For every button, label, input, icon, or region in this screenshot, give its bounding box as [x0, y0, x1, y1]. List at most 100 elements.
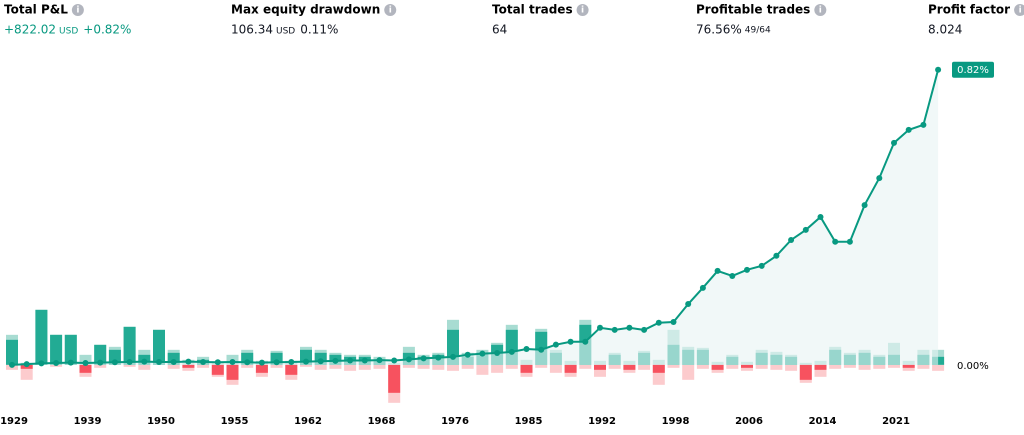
equity-point — [538, 346, 545, 353]
equity-point — [303, 358, 309, 365]
trade-bar — [579, 364, 592, 369]
info-i: i — [389, 6, 392, 16]
last-value-tag — [952, 61, 994, 78]
trade-bar — [549, 364, 562, 373]
trade-bar — [285, 364, 298, 375]
trade-bar — [94, 364, 107, 368]
equity-point — [758, 262, 765, 269]
equity-point — [861, 202, 868, 209]
stat-label: Profit factor — [928, 3, 1010, 17]
trade-bar — [182, 364, 195, 368]
stat-value: 64 — [492, 23, 507, 37]
x-tick-label: 1985 — [515, 416, 543, 427]
info-icon — [1014, 4, 1024, 16]
trade-bar — [64, 334, 77, 365]
trade-bar — [402, 364, 415, 368]
trade-bar — [829, 364, 842, 369]
trade-bar — [123, 326, 136, 365]
stat-label: Profitable trades — [696, 3, 810, 17]
trade-bar — [623, 364, 636, 370]
trade-bar — [432, 364, 445, 370]
equity-point — [655, 319, 662, 326]
trade-bar — [696, 364, 709, 369]
equity-point — [846, 238, 853, 245]
trade-bar — [888, 364, 900, 368]
info-icon — [384, 4, 397, 16]
equity-point — [464, 351, 471, 358]
equity-point — [552, 341, 559, 348]
x-tick-label: 1929 — [0, 416, 28, 427]
equity-point — [347, 357, 354, 364]
equity-point — [141, 358, 148, 365]
equity-point — [156, 358, 162, 365]
stat-label: Total P&L — [4, 3, 68, 17]
trade-bar — [917, 364, 930, 369]
stat-value: 106.34 — [231, 23, 273, 37]
equity-point — [244, 359, 251, 366]
equity-point — [611, 326, 618, 333]
equity-point — [626, 324, 633, 331]
trade-bar — [858, 364, 871, 370]
trade-bar — [50, 334, 63, 365]
trade-bar — [667, 364, 680, 368]
trade-bar — [300, 364, 312, 367]
stat-extra: 49/64 — [745, 26, 771, 36]
equity-point — [685, 301, 692, 308]
equity-line — [11, 69, 940, 366]
trade-bar — [417, 364, 430, 369]
trade-bar — [6, 339, 18, 365]
chart: 0.00% 0.82% 1929 1939 1950 1955 1962 1968 1976 19… — [0, 61, 994, 427]
stat-label: Max equity drawdown — [231, 3, 380, 17]
trade-bar — [476, 364, 489, 375]
trade-bar — [535, 364, 548, 368]
trade-bar — [79, 364, 92, 373]
equity-point — [788, 236, 795, 243]
trade-bar — [594, 364, 606, 370]
trade-bar — [373, 364, 386, 369]
stat-extra: +0.82% — [83, 23, 131, 37]
trade-bar — [123, 364, 136, 367]
x-tick-label: 1976 — [441, 416, 469, 427]
equity-point — [273, 359, 280, 366]
equity-point — [111, 359, 118, 366]
equity-point — [214, 359, 221, 366]
equity-point — [641, 326, 648, 333]
trade-bar — [461, 364, 474, 369]
equity-point — [714, 267, 721, 274]
trade-bar — [344, 364, 357, 371]
trade-bar — [35, 309, 48, 365]
info-icon — [71, 4, 84, 16]
x-tick-label: 1998 — [662, 416, 690, 427]
trade-bar — [167, 364, 180, 369]
y-tick-label: 0.00% — [957, 361, 989, 372]
equity-point — [9, 361, 15, 368]
trade-bar — [711, 364, 724, 370]
stat-value: +822.02 — [4, 23, 56, 37]
equity-point — [891, 139, 897, 146]
trade-bar — [197, 364, 210, 368]
equity-point — [494, 349, 501, 356]
equity-point — [479, 350, 486, 357]
equity-point — [729, 272, 736, 279]
equity-point — [258, 359, 265, 366]
equity-point — [67, 359, 74, 366]
trade-bar — [108, 349, 121, 365]
equity-point — [876, 175, 883, 182]
trade-bar — [491, 364, 504, 373]
info-i: i — [76, 6, 79, 16]
x-tick-label: 1950 — [147, 416, 175, 427]
equity-point — [744, 266, 750, 273]
equity-point — [567, 338, 574, 345]
equity-point — [170, 358, 177, 365]
trade-bar — [153, 329, 165, 365]
trade-bar — [388, 364, 401, 393]
trade-bar — [785, 364, 798, 371]
trade-bar — [314, 364, 327, 370]
stat-unit: USD — [276, 27, 295, 37]
equity-point — [317, 358, 324, 365]
equity-point — [126, 358, 133, 365]
trade-bar — [755, 364, 768, 369]
trade-bar — [255, 364, 268, 373]
stats-row: Total P&L i +822.02 USD +0.82% Max equity dra… — [4, 3, 1024, 37]
x-tick-label: 2014 — [809, 416, 837, 427]
